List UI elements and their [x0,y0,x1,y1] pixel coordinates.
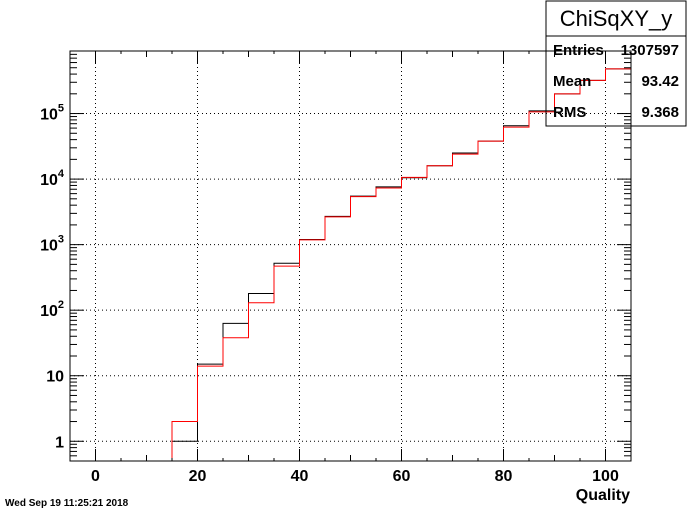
stats-entries-value: 1307597 [621,42,679,59]
histogram-series [70,68,631,462]
y-tick-exponent: 2 [58,299,64,311]
stats-rms-value: 9.368 [641,104,679,121]
x-tick-label: 100 [592,468,619,485]
grid-lines [70,51,631,461]
y-tick-base: 10 [46,369,64,386]
y-tick-label: 10 [46,369,64,386]
stats-box: ChiSqXY_y Entries 1307597 Mean 93.42 RMS… [545,0,687,127]
y-tick-base: 10 [40,107,58,124]
x-tick-label: 80 [495,468,513,485]
x-tick-label: 40 [291,468,309,485]
stats-entries-label: Entries [553,42,604,59]
x-axis-title: Quality [576,487,630,504]
y-tick-label: 1 [55,434,64,451]
histogram-series-0 [70,68,631,462]
y-tick-base: 10 [40,238,58,255]
histogram-series-1 [70,68,631,462]
stats-mean-value: 93.42 [641,73,679,90]
y-tick-exponent: 4 [58,168,65,180]
plot-frame [69,50,632,462]
y-tick-exponent: 5 [58,103,64,115]
x-tick-labels: 0 20 40 60 80 100 [91,468,619,485]
y-tick-base: 10 [40,172,58,189]
y-tick-base: 10 [40,303,58,320]
timestamp: Wed Sep 19 11:25:21 2018 [5,498,129,509]
y-tick-label: 103 [40,234,64,255]
y-tick-label: 102 [40,299,64,320]
stats-mean-label: Mean [553,73,591,90]
axis-ticks [69,50,632,462]
x-tick-label: 60 [393,468,411,485]
x-tick-label: 0 [91,468,100,485]
y-tick-label: 105 [40,103,64,124]
x-tick-label: 20 [189,468,207,485]
y-tick-base: 1 [55,434,64,451]
stats-rms-label: RMS [553,104,586,121]
stats-box-title: ChiSqXY_y [560,6,673,31]
y-tick-exponent: 3 [58,234,64,246]
y-tick-label: 104 [40,168,65,189]
